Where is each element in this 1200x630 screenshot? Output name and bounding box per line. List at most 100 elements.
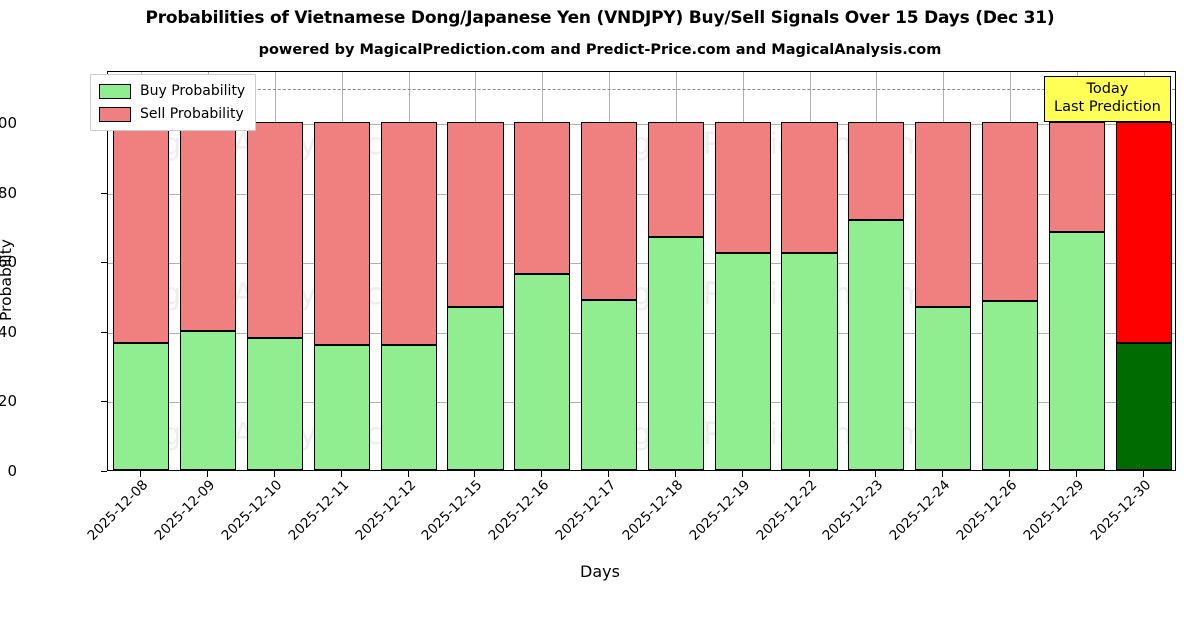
x-tick-mark: [1009, 471, 1010, 477]
bar-segment-buy: [848, 220, 905, 470]
y-tick-mark: [101, 262, 107, 264]
chart-canvas: Probabilities of Vietnamese Dong/Japanes…: [0, 8, 1176, 581]
bar[interactable]: [647, 72, 704, 470]
gridline-horizontal: [108, 402, 1175, 404]
bar[interactable]: [581, 72, 638, 470]
bar[interactable]: [1048, 72, 1105, 470]
x-tick-mark: [742, 471, 743, 477]
bar[interactable]: [380, 72, 437, 470]
bar-segment-sell: [714, 122, 771, 253]
bar-segment-buy: [180, 330, 237, 470]
y-tick-label: 20: [0, 392, 17, 411]
bar[interactable]: [180, 72, 237, 470]
bar-segment-buy: [1115, 343, 1172, 470]
bar-segment-buy: [113, 343, 170, 470]
bar-segment-buy: [647, 236, 704, 470]
y-tick-label: 80: [0, 183, 17, 202]
bar[interactable]: [981, 72, 1039, 470]
bar[interactable]: [848, 72, 905, 470]
legend-item-sell: Sell Probability: [99, 104, 245, 124]
bar-segment-buy: [714, 252, 771, 470]
bar[interactable]: [246, 72, 304, 470]
legend-item-buy: Buy Probability: [99, 81, 245, 101]
y-tick-label: 40: [0, 322, 17, 341]
x-tick-mark: [1076, 471, 1077, 477]
gridline-horizontal: [108, 124, 1175, 126]
y-tick-mark: [101, 401, 107, 403]
x-tick-mark: [809, 471, 810, 477]
x-tick-label: 2025-12-19: [686, 477, 754, 544]
bar[interactable]: [714, 72, 771, 470]
bar-segment-sell: [313, 122, 370, 345]
bar-segment-sell: [447, 122, 504, 307]
x-tick-mark: [274, 471, 275, 477]
x-tick-mark: [875, 471, 876, 477]
bar-segment-sell: [781, 122, 838, 254]
gridline-horizontal: [108, 263, 1175, 265]
bar-segment-sell: [180, 122, 237, 331]
bar-segment-buy: [514, 273, 571, 470]
bar-segment-buy: [246, 337, 304, 470]
legend-label-buy: Buy Probability: [140, 83, 246, 99]
gridline-horizontal: [108, 193, 1175, 195]
y-tick-mark: [101, 192, 107, 194]
y-tick-label: 60: [0, 253, 17, 272]
legend-label-sell: Sell Probability: [140, 106, 244, 122]
chart-subtitle: powered by MagicalPrediction.com and Pre…: [258, 42, 942, 58]
y-tick-label: 100: [0, 114, 17, 133]
x-tick-label: 2025-12-24: [886, 477, 954, 544]
bar[interactable]: [313, 72, 370, 470]
bar-segment-buy: [1048, 232, 1105, 470]
y-axis-label: Probability: [0, 239, 15, 321]
bar[interactable]: [447, 72, 504, 470]
x-tick-mark: [140, 471, 141, 477]
bar-segment-buy: [981, 301, 1039, 470]
gridline-horizontal: [108, 332, 1175, 334]
y-tick-label: 0: [7, 462, 17, 480]
x-tick-label: 2025-12-30: [1087, 477, 1154, 544]
x-tick-label: 2025-12-17: [552, 477, 620, 544]
bar-segment-buy: [915, 306, 972, 470]
x-tick-mark: [341, 471, 342, 477]
x-tick-mark: [207, 471, 208, 477]
y-tick-mark: [101, 331, 107, 333]
bar-segment-sell: [848, 122, 905, 221]
bar[interactable]: [514, 72, 571, 470]
today-annotation-line1: Today: [1086, 81, 1129, 97]
x-tick-label: 2025-12-11: [285, 477, 353, 544]
x-tick-mark: [1143, 471, 1144, 477]
x-tick-label: 2025-12-29: [1020, 477, 1088, 544]
bar[interactable]: [781, 72, 838, 470]
bar-series-group: [108, 72, 1175, 470]
bar-segment-sell: [647, 122, 704, 237]
x-tick-mark: [675, 471, 676, 477]
x-tick-label: 2025-12-18: [619, 477, 687, 544]
bar[interactable]: [113, 72, 170, 470]
bar-segment-sell: [113, 122, 170, 344]
bar-segment-buy: [313, 344, 370, 470]
chart-title: Probabilities of Vietnamese Dong/Japanes…: [145, 8, 1055, 28]
x-tick-label: 2025-12-09: [151, 477, 219, 544]
y-tick-mark: [101, 471, 107, 472]
bar-segment-sell: [915, 122, 972, 307]
legend-swatch-sell-icon: [99, 106, 131, 122]
bar-segment-sell: [514, 122, 571, 274]
bar-segment-sell: [380, 122, 437, 345]
today-annotation: Today Last Prediction: [1044, 76, 1171, 122]
x-tick-mark: [942, 471, 943, 477]
bar[interactable]: [915, 72, 972, 470]
x-tick-mark: [608, 471, 609, 477]
bar-today[interactable]: [1115, 72, 1172, 470]
reference-dashed-line: [108, 89, 1175, 91]
x-tick-label: 2025-12-10: [218, 477, 286, 544]
legend-swatch-buy-icon: [99, 83, 131, 99]
bar-segment-sell: [581, 122, 638, 300]
bar-segment-sell: [981, 122, 1039, 302]
bar-segment-sell: [246, 122, 304, 338]
x-axis-label: Days: [580, 562, 620, 581]
x-tick-label: 2025-12-26: [953, 477, 1021, 544]
x-tick-mark: [541, 471, 542, 477]
bar-segment-buy: [781, 253, 838, 470]
bar-segment-buy: [447, 306, 504, 470]
today-annotation-line2: Last Prediction: [1054, 99, 1161, 115]
